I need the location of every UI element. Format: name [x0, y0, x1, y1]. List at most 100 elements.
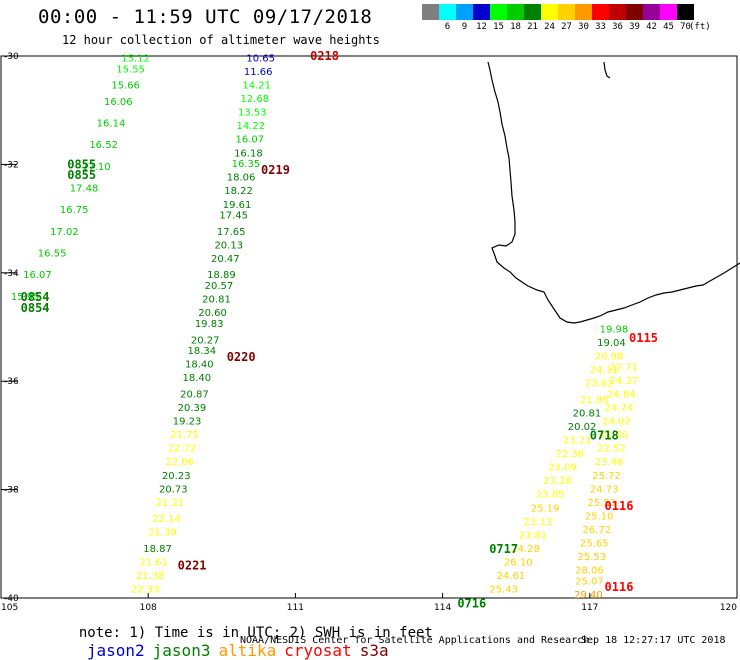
wave-height-value: 16.07	[23, 270, 52, 281]
wave-height-value: 24.61	[497, 571, 526, 582]
wave-height-value: 17.65	[217, 227, 246, 238]
wave-height-value: 19.61	[223, 200, 252, 211]
wave-height-value: 26.10	[504, 557, 533, 568]
wave-height-value: 20.87	[180, 389, 209, 400]
wave-height-value: 21.38	[136, 571, 165, 582]
wave-height-value: 29.40	[574, 590, 603, 601]
wave-height-value: 21.86	[580, 395, 609, 406]
pass-time-label: 0855	[67, 168, 96, 182]
wave-height-value: 23.85	[536, 490, 565, 501]
wave-height-value: 20.23	[162, 471, 191, 482]
wave-height-value: 24.11	[590, 365, 619, 376]
color-scale-tick: 6	[444, 22, 451, 32]
wave-height-value: 25.07	[575, 576, 604, 587]
wave-height-value: 18.40	[183, 373, 212, 384]
pass-time-label: 0854	[21, 290, 50, 304]
wave-height-value: 23.09	[548, 463, 577, 474]
australia-coastline	[487, 61, 740, 324]
color-swatch	[626, 4, 643, 20]
lat-tick-label: -34	[4, 269, 19, 279]
wave-height-value: 12.68	[240, 94, 269, 105]
wave-height-value: 19.83	[195, 319, 224, 330]
wave-height-value: 15.12	[121, 53, 150, 64]
wave-height-value: 22.52	[597, 444, 626, 455]
color-swatch	[473, 4, 490, 20]
wave-height-value: 23.46	[595, 457, 624, 468]
wave-height-value: 24.37	[609, 376, 638, 387]
color-scale-tick: 39	[629, 22, 640, 32]
legend-jason2: jason2	[86, 641, 145, 660]
wave-height-value: 22.71	[609, 362, 638, 373]
pass-time-label: 0717	[489, 542, 518, 556]
pass-time-label: 0716	[457, 596, 486, 610]
color-swatch	[575, 4, 592, 20]
wave-height-value: 22.14	[152, 514, 181, 525]
color-swatch	[422, 4, 439, 20]
wave-height-value: 25.19	[531, 503, 560, 514]
color-swatch	[660, 4, 677, 20]
map-subtitle: 12 hour collection of altimeter wave hei…	[62, 33, 380, 47]
wave-height-value: 16.55	[38, 249, 67, 260]
wave-height-value: 23.81	[519, 530, 548, 541]
lon-tick-label: 108	[140, 603, 157, 613]
pass-time-label: 0116	[605, 499, 634, 513]
color-scale-tick: 9	[461, 22, 468, 32]
legend-note: note: 1) Time is in UTC; 2) SWH is in fe…	[78, 625, 433, 641]
lat-tick-label: -38	[4, 486, 19, 496]
wave-height-value: 24.84	[607, 389, 636, 400]
wave-height-value: 24.73	[590, 484, 619, 495]
wave-height-value: 18.06	[227, 173, 256, 184]
wave-height-value: 17.48	[70, 184, 99, 195]
pass-time-label: 0854	[21, 301, 50, 315]
wave-height-value: 15.66	[111, 81, 140, 92]
wave-height-value: 18.87	[143, 544, 172, 555]
wave-height-value: 23.13	[524, 517, 553, 528]
wave-height-value: 25.53	[578, 552, 607, 563]
wave-height-value: 21.60	[600, 430, 629, 441]
color-swatch	[456, 4, 473, 20]
footer-timestamp: Sep 18 12:27:17 UTC 2018	[581, 635, 726, 646]
wave-height-value: 14.21	[242, 81, 271, 92]
wave-height-value: 21.21	[156, 498, 185, 509]
pass-time-label: 0718	[590, 428, 619, 442]
wave-height-value: 22.36	[555, 449, 584, 460]
wave-height-value: 19.04	[597, 338, 626, 349]
wave-height-value: 23.62	[585, 379, 614, 390]
color-scale-tick: 27	[561, 22, 572, 32]
pass-time-label: 0218	[310, 49, 339, 63]
wave-height-value: 16.52	[89, 140, 118, 151]
color-swatch	[439, 4, 456, 20]
wave-height-value: 18.22	[224, 186, 253, 197]
wave-height-value: 25.43	[489, 585, 518, 596]
color-scale-tick: 21	[527, 22, 538, 32]
wave-height-value: 20.81	[573, 408, 602, 419]
wave-height-value: 20.02	[568, 422, 597, 433]
wave-height-value: 20.60	[198, 308, 227, 319]
color-scale-tick: 18	[510, 22, 521, 32]
wave-height-value: 28.06	[575, 566, 604, 577]
pass-time-label: 0115	[629, 331, 658, 345]
wave-height-value: 16.35	[232, 159, 261, 170]
wave-height-value: 22.06	[165, 457, 194, 468]
color-scale-tick: 45	[663, 22, 674, 32]
color-swatch	[490, 4, 507, 20]
wave-height-value: 23.28	[543, 476, 572, 487]
color-scale-tick: 15	[493, 22, 504, 32]
color-swatch	[609, 4, 626, 20]
lat-tick-label: -40	[4, 594, 19, 604]
color-scale-tick: 42	[646, 22, 657, 32]
wave-height-value: 20.57	[205, 281, 234, 292]
wave-height-value: 20.47	[211, 254, 240, 265]
pass-time-label: 0855	[67, 157, 96, 171]
pass-time-label: 0116	[605, 580, 634, 594]
wave-height-value: 26.72	[582, 525, 611, 536]
color-swatch	[507, 4, 524, 20]
wave-height-value: 15.95	[11, 292, 40, 303]
wave-height-value: 11.66	[244, 67, 273, 78]
wave-height-value: 25.53	[587, 498, 616, 509]
color-swatch	[558, 4, 575, 20]
wave-height-value: 23.21	[563, 436, 592, 447]
wave-height-value: 20.73	[159, 484, 188, 495]
color-scale-tick: 30	[578, 22, 589, 32]
